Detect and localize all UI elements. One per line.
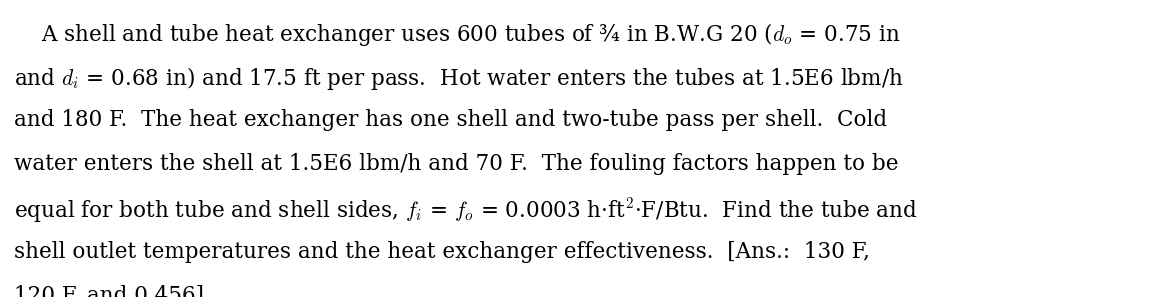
Text: equal for both tube and shell sides, $f_i$ = $f_o$ = 0.0003 h·ft$^2$·F/Btu.  Fin: equal for both tube and shell sides, $f_… bbox=[14, 197, 917, 225]
Text: shell outlet temperatures and the heat exchanger effectiveness.  [Ans.:  130 F,: shell outlet temperatures and the heat e… bbox=[14, 241, 870, 263]
Text: and $d_i$ = 0.68 in) and 17.5 ft per pass.  Hot water enters the tubes at 1.5E6 : and $d_i$ = 0.68 in) and 17.5 ft per pas… bbox=[14, 65, 903, 92]
Text: and 180 F.  The heat exchanger has one shell and two-tube pass per shell.  Cold: and 180 F. The heat exchanger has one sh… bbox=[14, 109, 887, 131]
Text: A shell and tube heat exchanger uses 600 tubes of ¾ in B.W.G 20 ($d_o$ = 0.75 in: A shell and tube heat exchanger uses 600… bbox=[14, 21, 901, 48]
Text: water enters the shell at 1.5E6 lbm/h and 70 F.  The fouling factors happen to b: water enters the shell at 1.5E6 lbm/h an… bbox=[14, 153, 898, 175]
Text: 120 F, and 0.456].: 120 F, and 0.456]. bbox=[14, 285, 211, 297]
